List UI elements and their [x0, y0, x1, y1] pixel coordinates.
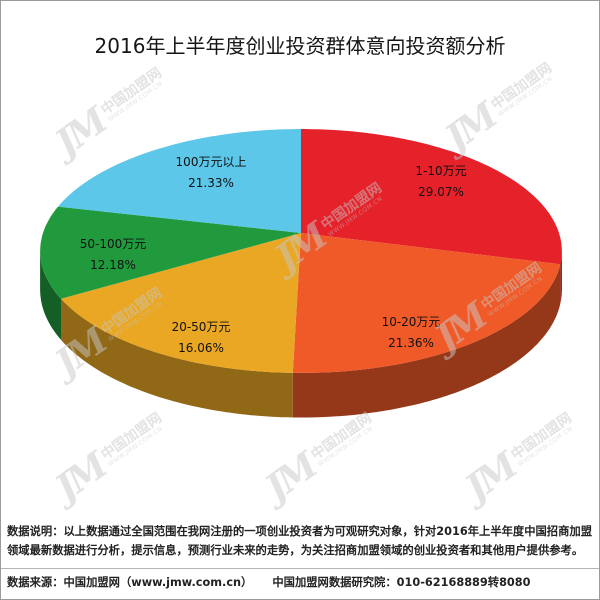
footer-source-line: 数据来源：中国加盟网（www.jmw.com.cn） 中国加盟网数据研究院：010…	[7, 573, 595, 593]
slice-label-50-100: 50-100万元 12.18%	[48, 234, 178, 276]
slice-label-percent: 16.06%	[178, 341, 224, 355]
slice-label-category: 10-20万元	[381, 315, 441, 329]
pie-slice-5	[58, 129, 301, 233]
slice-label-percent: 29.07%	[418, 185, 464, 199]
slice-label-percent: 21.36%	[388, 336, 434, 350]
pie-top-faces	[40, 129, 562, 373]
pie-slice-side-2	[292, 264, 561, 418]
pie-slice-1	[301, 129, 562, 265]
data-description-note: 数据说明：以上数据通过全国范围在我网注册的一项创业投资者为可观研究对象，针对20…	[7, 525, 592, 557]
slice-label-category: 1-10万元	[415, 164, 467, 178]
pie-slice-side-1	[560, 251, 562, 304]
research-institute-text: 中国加盟网数据研究院：010-62168889转8080	[272, 576, 531, 589]
slice-label-20-50: 20-50万元 16.06%	[136, 317, 266, 359]
slice-label-100-plus: 100万元以上 21.33%	[146, 152, 276, 194]
footer-divider	[1, 568, 599, 569]
pie-slice-3	[61, 233, 301, 373]
slice-label-category: 50-100万元	[79, 237, 147, 251]
slice-label-percent: 21.33%	[188, 176, 234, 190]
pie-slice-side-4	[40, 251, 61, 340]
slice-label-category: 20-50万元	[171, 320, 231, 334]
slice-label-10-20: 10-20万元 21.36%	[346, 312, 476, 354]
chart-title: 2016年上半年度创业投资群体意向投资额分析	[94, 34, 506, 58]
slice-label-percent: 12.18%	[90, 258, 136, 272]
slice-label-category: 100万元以上	[175, 155, 247, 169]
pie-chart	[40, 129, 562, 418]
data-source-text: 数据来源：中国加盟网（www.jmw.com.cn）	[7, 576, 253, 589]
pie-side-walls	[40, 251, 562, 418]
slice-label-1-10: 1-10万元 29.07%	[376, 161, 506, 203]
pie-slice-2	[292, 233, 561, 373]
pie-slice-4	[40, 206, 301, 299]
pie-slice-side-3	[61, 298, 293, 418]
